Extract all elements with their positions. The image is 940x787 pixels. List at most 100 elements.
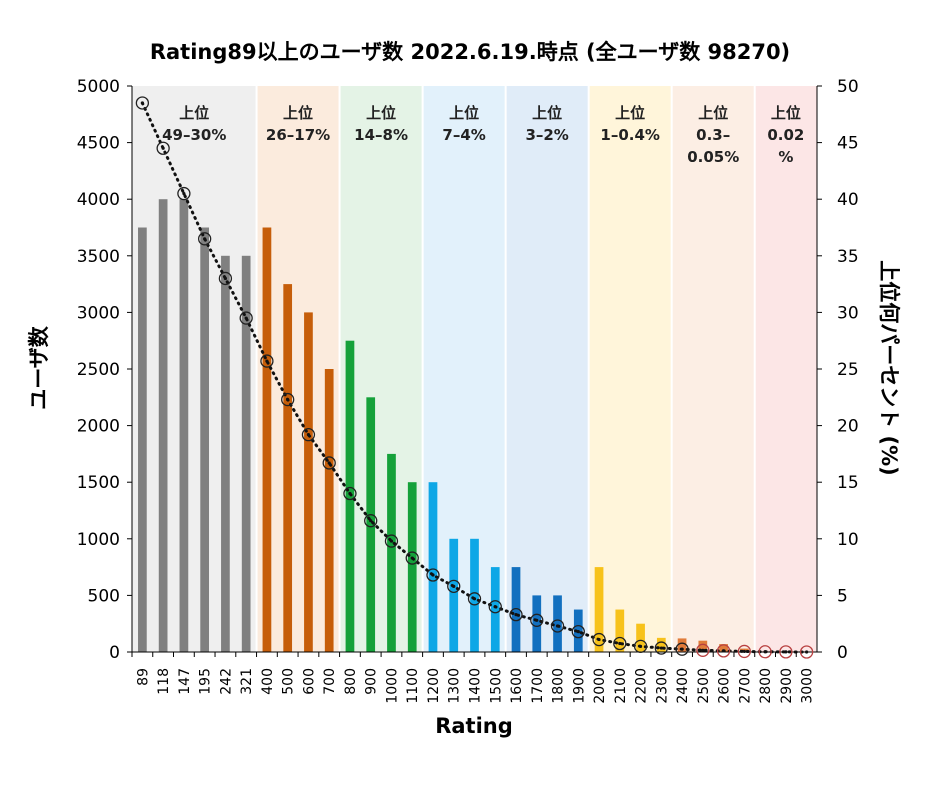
x-tick-1300: 1300 (447, 668, 463, 704)
band-label-1-0: 上位 (283, 104, 313, 122)
x-tick-400: 400 (260, 668, 276, 695)
bar-2500 (698, 640, 708, 652)
band-label-4-1: 3–2% (525, 126, 568, 144)
y-tick-1000: 1000 (77, 530, 120, 550)
x-tick-2300: 2300 (654, 668, 670, 704)
y2-tick-50: 50 (837, 77, 859, 97)
percentile-line (135, 96, 814, 659)
percentile-point-600 (306, 433, 311, 437)
band-label-6-0: 上位 (698, 104, 728, 122)
percentile-marker-118 (156, 141, 170, 155)
bar-2400 (677, 638, 687, 652)
band-label-7-0: 上位 (771, 104, 801, 122)
percentile-marker-147 (177, 186, 191, 201)
percentile-marker-2400 (675, 642, 689, 656)
x-tick-1900: 1900 (571, 668, 587, 704)
x-tick-1800: 1800 (551, 668, 567, 704)
x-tick-3000: 3000 (800, 668, 816, 704)
percentile-point-2700 (742, 649, 746, 654)
band-label-2-0: 上位 (366, 104, 396, 122)
percentile-marker-2900 (779, 645, 793, 659)
x-tick-2900: 2900 (779, 668, 795, 704)
y2-tick-0: 0 (837, 643, 848, 663)
percentile-marker-2700 (737, 644, 751, 659)
percentile-marker-400 (260, 354, 274, 368)
percentile-point-1600 (514, 613, 518, 617)
y-tick-1500: 1500 (77, 473, 120, 493)
band-label-3-0: 上位 (449, 104, 479, 122)
y2-axis-title: 上位何パーセント (%) (877, 260, 901, 476)
bar-1000 (387, 453, 396, 652)
y-tick-500: 500 (88, 586, 120, 606)
percentile-marker-900 (364, 514, 378, 528)
percentile-marker-600 (301, 428, 316, 442)
percentile-marker-2000 (592, 632, 606, 647)
band-label-2-1: 14–8% (354, 126, 408, 144)
y2-tick-15: 15 (837, 473, 859, 493)
percentile-marker-2200 (633, 639, 648, 653)
band-label-7-1: 0.02 (767, 126, 804, 144)
percentile-point-500 (286, 397, 290, 402)
x-tick-1600: 1600 (509, 668, 525, 704)
y-tick-5000: 5000 (77, 77, 120, 97)
percentile-point-1100 (410, 556, 414, 560)
bar-700 (324, 369, 334, 652)
percentile-marker-1500 (488, 600, 502, 614)
x-tick-195: 195 (198, 668, 214, 695)
percentile-marker-1600 (509, 607, 523, 622)
bar-2600 (719, 644, 728, 652)
x-tick-700: 700 (322, 668, 338, 695)
y-tick-0: 0 (109, 643, 120, 663)
x-tick-2800: 2800 (758, 668, 774, 704)
percentile-point-2300 (659, 646, 663, 650)
percentile-marker-2800 (758, 645, 772, 659)
x-tick-800: 800 (343, 668, 359, 695)
band-labels: 上位 49–30% 上位 26–17% 上位 14–8% 上位 7–4% 上位 3–2% 上位 1–0… (162, 104, 804, 166)
percentile-point-242 (223, 276, 228, 281)
bar-1100 (407, 482, 417, 652)
y-tick-4500: 4500 (77, 134, 120, 154)
percentile-point-1000 (389, 539, 394, 543)
left-axis-ticks: 0 500 1000 1500 2000 2500 3000 3500 4000 4500 5000 (77, 77, 132, 663)
bar-2000 (594, 567, 604, 652)
x-tick-2000: 2000 (592, 668, 608, 704)
x-tick-1400: 1400 (468, 668, 484, 704)
percentile-point-2200 (638, 644, 643, 648)
band-label-6-2: 0.05% (687, 148, 739, 166)
bar-1200 (428, 482, 438, 652)
y-tick-4000: 4000 (77, 190, 120, 210)
band-label-1-1: 26–17% (266, 126, 330, 144)
percentile-point-1700 (535, 618, 539, 622)
bar-89 (138, 227, 147, 652)
bar-900 (366, 397, 376, 652)
bar-1600 (511, 567, 521, 652)
y2-tick-35: 35 (837, 247, 859, 267)
percentile-point-2600 (721, 649, 726, 653)
x-tick-147: 147 (177, 668, 193, 695)
percentile-marker-1900 (571, 624, 585, 639)
x-tick-321: 321 (239, 668, 255, 695)
percentile-point-147 (182, 191, 186, 196)
percentile-point-2900 (784, 650, 788, 654)
percentile-point-1900 (576, 630, 580, 634)
band-label-4-0: 上位 (532, 104, 562, 122)
percentile-point-1400 (472, 597, 477, 601)
bar-400 (262, 227, 272, 652)
x-tick-1200: 1200 (426, 668, 442, 704)
x-tick-600: 600 (301, 668, 317, 695)
y2-tick-40: 40 (837, 190, 859, 210)
bar-2100 (615, 609, 625, 652)
bar-600 (304, 312, 313, 652)
percentile-point-900 (369, 519, 373, 523)
x-axis-title: Rating (435, 714, 513, 738)
x-tick-500: 500 (281, 668, 297, 695)
percentile-marker-1100 (405, 551, 419, 565)
y-tick-2000: 2000 (77, 417, 120, 437)
band-label-7-2: % (778, 148, 793, 166)
band-label-5-1: 1–0.4% (600, 126, 660, 144)
chart-title: Rating89以上のユーザ数 2022.6.19.時点 (全ユーザ数 9827… (149, 40, 791, 64)
percentile-point-2500 (701, 648, 705, 652)
y-tick-3000: 3000 (77, 303, 120, 323)
percentile-point-1200 (431, 573, 435, 577)
